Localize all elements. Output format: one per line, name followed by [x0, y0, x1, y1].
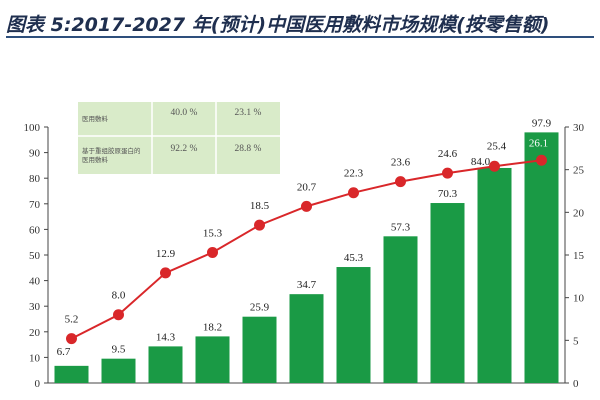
bar-series: [54, 132, 559, 383]
line-value-label: 8.0: [112, 290, 126, 302]
line-point: [395, 176, 406, 188]
line-point: [66, 333, 77, 345]
right-axis-tick-label: 30: [573, 122, 585, 134]
left-axis-tick-label: 100: [24, 122, 41, 134]
bar: [336, 267, 371, 383]
left-axis-tick-label: 10: [29, 352, 41, 364]
bar-value-label: 34.7: [297, 279, 317, 291]
left-axis-tick-label: 70: [29, 199, 41, 211]
left-axis-tick-label: 80: [29, 173, 41, 185]
line-point: [254, 219, 265, 231]
left-axis-tick-label: 50: [29, 250, 41, 262]
line-value-label: 15.3: [203, 227, 223, 239]
bar: [148, 346, 183, 383]
left-axis-tick-label: 60: [29, 224, 41, 236]
bar-value-label: 97.9: [532, 117, 552, 129]
figure-title: 图表 5:2017-2027 年(预计)中国医用敷料市场规模(按零售额): [6, 14, 550, 36]
line-value-label: 24.6: [438, 148, 458, 160]
right-axis-tick-label: 10: [573, 293, 585, 305]
line-value-label: 26.1: [529, 137, 548, 149]
line-value-label: 23.6: [391, 157, 411, 169]
left-axis-tick-label: 40: [29, 276, 41, 288]
line-point: [301, 200, 312, 212]
inset-table-label: 基于重组胶原蛋白的: [82, 146, 141, 155]
inset-table-label: 医用敷料: [82, 155, 109, 164]
inset-table-label: 医用敷料: [82, 114, 109, 123]
right-axis-tick-label: 25: [573, 165, 585, 177]
bar-value-label: 6.7: [57, 346, 71, 358]
inset-table-value: 23.1 %: [235, 108, 262, 118]
right-axis-tick-label: 5: [573, 335, 579, 347]
inset-table-value: 40.0 %: [171, 108, 198, 118]
line-value-label: 5.2: [65, 314, 79, 326]
line-series: [66, 154, 547, 345]
line-value-label: 18.5: [250, 200, 270, 212]
line-point: [442, 167, 453, 179]
inset-table-bg: [78, 102, 280, 174]
line-point: [348, 187, 359, 199]
left-axis-tick-label: 30: [29, 301, 41, 313]
bar: [477, 167, 512, 383]
inset-table-value: 92.2 %: [171, 144, 198, 154]
left-axis-tick-label: 90: [29, 148, 41, 160]
right-axis-tick-label: 20: [573, 207, 585, 219]
bar-value-label: 18.2: [203, 321, 222, 333]
left-axis-tick-label: 0: [35, 378, 41, 390]
inset-table-value: 28.8 %: [235, 144, 262, 154]
figure-header: 图表 5:2017-2027 年(预计)中国医用敷料市场规模(按零售额): [6, 4, 594, 38]
bar: [54, 365, 89, 383]
bar-value-label: 25.9: [250, 302, 270, 314]
right-axis-tick-label: 0: [573, 378, 579, 390]
line-point: [207, 246, 218, 258]
bar: [524, 132, 559, 383]
bar: [101, 358, 136, 383]
bar: [195, 336, 230, 383]
bar: [430, 203, 465, 383]
bar-value-label: 14.3: [156, 331, 176, 343]
line-point: [113, 309, 124, 321]
line-point: [160, 267, 171, 279]
line-value-label: 22.3: [344, 168, 364, 180]
right-axis-tick-label: 15: [573, 250, 585, 262]
bar-value-label: 70.3: [438, 188, 458, 200]
line-value-label: 12.9: [156, 248, 176, 260]
bar: [383, 236, 418, 383]
line-point: [489, 160, 500, 172]
bar: [289, 294, 324, 383]
bar: [242, 316, 277, 383]
bar-value-label: 84.0: [471, 156, 491, 168]
bar-value-label: 57.3: [391, 221, 411, 233]
left-axis-tick-label: 20: [29, 327, 41, 339]
bar-value-label: 45.3: [344, 252, 364, 264]
line-point: [536, 154, 547, 166]
title-underline: [6, 36, 594, 38]
data-labels: 6.7 9.5 14.3 18.2 25.9 34.7 45.3 57.3 70.3 84.0 97…: [57, 117, 552, 357]
line-value-label: 25.4: [487, 140, 507, 152]
line-value-label: 20.7: [297, 181, 317, 193]
bar-value-label: 9.5: [112, 344, 126, 356]
